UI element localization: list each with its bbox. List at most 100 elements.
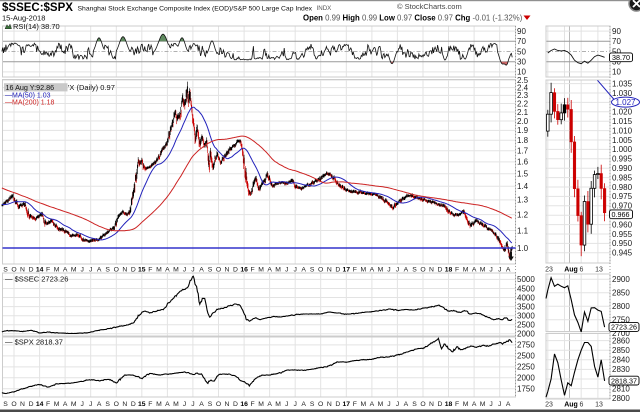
svg-text:2250: 2250 bbox=[517, 363, 535, 372]
svg-text:RSI(14) 38.70: RSI(14) 38.70 bbox=[13, 22, 60, 31]
svg-text:1.030: 1.030 bbox=[612, 89, 633, 98]
svg-text:0.990: 0.990 bbox=[612, 164, 633, 173]
svg-text:2840: 2840 bbox=[612, 356, 630, 365]
svg-text:23: 23 bbox=[545, 402, 553, 409]
svg-text:0.995: 0.995 bbox=[612, 155, 633, 164]
svg-text:M: M bbox=[378, 266, 384, 273]
svg-text:F: F bbox=[148, 401, 152, 408]
svg-text:A: A bbox=[506, 401, 511, 408]
svg-text:O: O bbox=[318, 401, 323, 408]
svg-text:10: 10 bbox=[517, 68, 526, 77]
svg-text:1.010: 1.010 bbox=[612, 126, 633, 135]
svg-text:F: F bbox=[455, 401, 459, 408]
svg-text:Open 0.99 High 0.99 Low 0.97: Open 0.99 High 0.99 Low 0.97 Close 0.97 … bbox=[303, 14, 523, 23]
svg-text:2.2: 2.2 bbox=[517, 99, 529, 108]
svg-text:J: J bbox=[89, 401, 92, 408]
svg-text:2900: 2900 bbox=[612, 275, 630, 284]
svg-text:M: M bbox=[173, 266, 179, 273]
svg-text:1.020: 1.020 bbox=[612, 108, 633, 117]
svg-text:M: M bbox=[463, 401, 469, 408]
svg-text:— $SPX 2818.37: — $SPX 2818.37 bbox=[5, 338, 63, 347]
svg-text:S: S bbox=[3, 266, 8, 273]
svg-text:O: O bbox=[11, 266, 16, 273]
svg-text:M: M bbox=[480, 401, 486, 408]
svg-text:1.0: 1.0 bbox=[517, 244, 529, 253]
svg-text:S: S bbox=[412, 266, 417, 273]
svg-text:0.980: 0.980 bbox=[612, 183, 633, 192]
svg-text:J: J bbox=[80, 266, 83, 273]
svg-text:J: J bbox=[80, 401, 83, 408]
svg-text:16: 16 bbox=[240, 266, 248, 273]
svg-text:M: M bbox=[173, 401, 179, 408]
svg-text:M: M bbox=[258, 401, 264, 408]
svg-text:30: 30 bbox=[517, 58, 526, 67]
svg-text:2818.37: 2818.37 bbox=[611, 376, 637, 385]
svg-text:A: A bbox=[165, 266, 170, 273]
svg-text:J: J bbox=[89, 266, 92, 273]
svg-text:1.9: 1.9 bbox=[517, 126, 529, 135]
svg-text:J: J bbox=[183, 266, 186, 273]
svg-text:1.015: 1.015 bbox=[612, 117, 633, 126]
svg-text:M: M bbox=[156, 401, 162, 408]
svg-text:M: M bbox=[258, 266, 264, 273]
svg-text:1.4: 1.4 bbox=[517, 182, 529, 191]
svg-text:0.985: 0.985 bbox=[612, 173, 633, 182]
svg-text:D: D bbox=[29, 401, 34, 408]
svg-text:M: M bbox=[54, 266, 60, 273]
svg-text:A: A bbox=[267, 266, 272, 273]
svg-text:A: A bbox=[199, 401, 204, 408]
svg-text:14: 14 bbox=[36, 401, 44, 408]
svg-text:F: F bbox=[46, 266, 50, 273]
svg-text:J: J bbox=[191, 266, 194, 273]
svg-text:Aug: Aug bbox=[564, 267, 578, 274]
svg-text:M: M bbox=[378, 401, 384, 408]
svg-text:3500: 3500 bbox=[517, 302, 535, 311]
svg-text:1.5: 1.5 bbox=[517, 170, 529, 179]
svg-text:2810: 2810 bbox=[612, 384, 630, 393]
svg-text:0.966: 0.966 bbox=[612, 210, 630, 219]
svg-text:N: N bbox=[429, 266, 434, 273]
svg-text:3000: 3000 bbox=[517, 312, 535, 321]
svg-text:N: N bbox=[122, 266, 127, 273]
svg-text:0.960: 0.960 bbox=[612, 220, 633, 229]
svg-text:2860: 2860 bbox=[612, 336, 630, 345]
svg-text:2700: 2700 bbox=[612, 329, 630, 338]
svg-text:90: 90 bbox=[612, 27, 621, 36]
svg-text:15-Aug-2018: 15-Aug-2018 bbox=[2, 14, 45, 23]
svg-text:N: N bbox=[122, 401, 127, 408]
svg-text:A: A bbox=[404, 266, 409, 273]
svg-text:O: O bbox=[216, 401, 221, 408]
svg-text:N: N bbox=[327, 401, 332, 408]
svg-text:S: S bbox=[105, 266, 110, 273]
svg-text:2830: 2830 bbox=[612, 365, 630, 374]
svg-text:13: 13 bbox=[595, 402, 603, 409]
svg-text:F: F bbox=[251, 266, 255, 273]
svg-text:D: D bbox=[233, 266, 238, 273]
svg-text:D: D bbox=[438, 266, 443, 273]
svg-text:J: J bbox=[498, 401, 501, 408]
svg-text:S: S bbox=[105, 401, 110, 408]
svg-text:2850: 2850 bbox=[612, 289, 630, 298]
svg-text:50: 50 bbox=[517, 47, 526, 56]
svg-text:O: O bbox=[114, 401, 119, 408]
svg-text:16 Aug Y:92.86: 16 Aug Y:92.86 bbox=[6, 83, 55, 92]
svg-text:A: A bbox=[301, 401, 306, 408]
svg-text:S: S bbox=[3, 401, 8, 408]
svg-text:D: D bbox=[29, 266, 34, 273]
svg-text:S: S bbox=[208, 401, 213, 408]
svg-text:2.1: 2.1 bbox=[517, 108, 529, 117]
svg-text:J: J bbox=[489, 401, 492, 408]
svg-text:A: A bbox=[165, 401, 170, 408]
svg-text:A: A bbox=[199, 266, 204, 273]
svg-text:— $SSEC 2723.26: — $SSEC 2723.26 bbox=[5, 275, 68, 284]
svg-text:2750: 2750 bbox=[517, 341, 535, 350]
svg-text:2850: 2850 bbox=[612, 346, 630, 355]
svg-text:J: J bbox=[285, 266, 288, 273]
svg-text:J: J bbox=[191, 401, 194, 408]
svg-text:D: D bbox=[233, 401, 238, 408]
svg-text:1.027: 1.027 bbox=[615, 98, 636, 107]
svg-text:N: N bbox=[225, 266, 230, 273]
svg-text:A: A bbox=[506, 266, 511, 273]
svg-text:10: 10 bbox=[612, 68, 621, 77]
svg-text:J: J bbox=[293, 401, 296, 408]
